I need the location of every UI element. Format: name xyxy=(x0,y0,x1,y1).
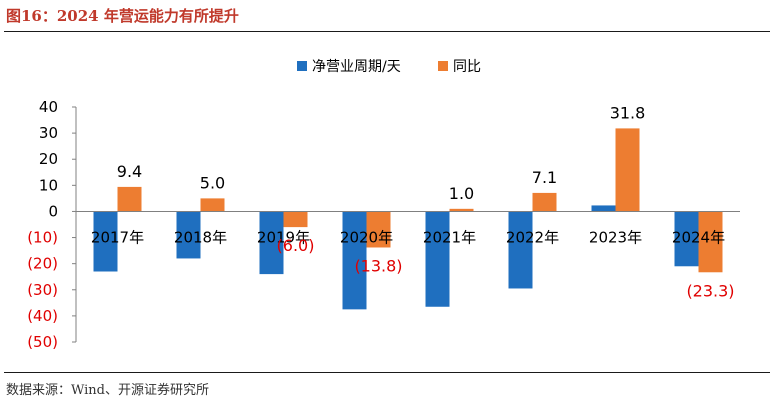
data-labels: 9.4 5.0 (6.0) (13.8) 1.0 7.1 31.8 (23.3) xyxy=(117,103,735,300)
y-tick-label: (10) xyxy=(27,229,58,247)
legend-swatch xyxy=(297,61,307,71)
y-tick-label: (40) xyxy=(27,307,58,325)
bar-yoy-7 xyxy=(698,211,723,273)
data-label-yoy: 31.8 xyxy=(610,103,646,122)
x-tick-label: 2021年 xyxy=(423,228,476,246)
bar-yoy-4 xyxy=(449,208,474,212)
data-label-yoy: 1.0 xyxy=(449,184,474,203)
y-tick-label: (30) xyxy=(27,281,58,299)
bar-net-cycle-3 xyxy=(342,211,367,310)
data-label-yoy: (6.0) xyxy=(277,236,315,255)
bars xyxy=(93,128,723,310)
y-tick-label: 20 xyxy=(39,150,58,168)
y-tick-label: (50) xyxy=(27,333,58,351)
x-axis: 2017年 2018年 2019年 2020年 2021年 2022年 2023年 2024年 xyxy=(76,210,740,246)
data-label-yoy: 9.4 xyxy=(117,162,142,181)
x-tick-label: 2020年 xyxy=(340,228,393,246)
x-tick-label: 2022年 xyxy=(506,228,559,246)
bar-yoy-0 xyxy=(117,186,142,212)
legend-label: 同比 xyxy=(453,59,481,75)
bar-yoy-1 xyxy=(200,198,225,212)
data-label-yoy: 7.1 xyxy=(532,168,557,187)
source-rule xyxy=(4,372,770,373)
bar-yoy-6 xyxy=(615,128,640,212)
bar-net-cycle-4 xyxy=(425,211,450,307)
figure-title: 图16：2024 年营运能力有所提升 xyxy=(6,7,239,25)
legend-swatch xyxy=(438,61,448,71)
bar-yoy-5 xyxy=(532,192,557,212)
bar-yoy-3 xyxy=(366,211,391,248)
y-tick-label: 10 xyxy=(39,176,58,194)
bar-net-cycle-5 xyxy=(508,211,533,289)
data-label-yoy: (13.8) xyxy=(354,256,402,275)
bar-net-cycle-2 xyxy=(259,211,284,275)
data-label-yoy: (23.3) xyxy=(686,281,734,300)
y-tick-label: 30 xyxy=(39,124,58,142)
title-rule xyxy=(4,31,770,32)
x-tick-label: 2024年 xyxy=(672,228,725,246)
source-note: 数据来源：Wind、开源证券研究所 xyxy=(6,383,209,398)
y-tick-label: (20) xyxy=(27,255,58,273)
bar-net-cycle-6 xyxy=(591,205,616,212)
x-tick-label: 2017年 xyxy=(91,228,144,246)
bar-chart: 净营业周期/天 同比 403020100(10)(20)(30)(40)(50) … xyxy=(27,59,740,351)
data-label-yoy: 5.0 xyxy=(200,173,225,192)
x-tick-label: 2023年 xyxy=(589,228,642,246)
bar-yoy-2 xyxy=(283,211,308,228)
legend: 净营业周期/天 同比 xyxy=(297,59,481,75)
legend-label: 净营业周期/天 xyxy=(312,59,401,75)
y-axis: 40 30 20 10 0 (10) (20) (30) (40) (50) xyxy=(27,98,77,351)
y-tick-label: 0 xyxy=(48,202,58,220)
y-tick-label: 40 xyxy=(39,98,58,116)
bar-net-cycle-0 xyxy=(93,211,118,272)
bar-net-cycle-1 xyxy=(176,211,201,259)
x-tick-label: 2018年 xyxy=(174,228,227,246)
bar-net-cycle-7 xyxy=(674,211,699,267)
x-tick-label: 2019年 xyxy=(257,228,310,246)
